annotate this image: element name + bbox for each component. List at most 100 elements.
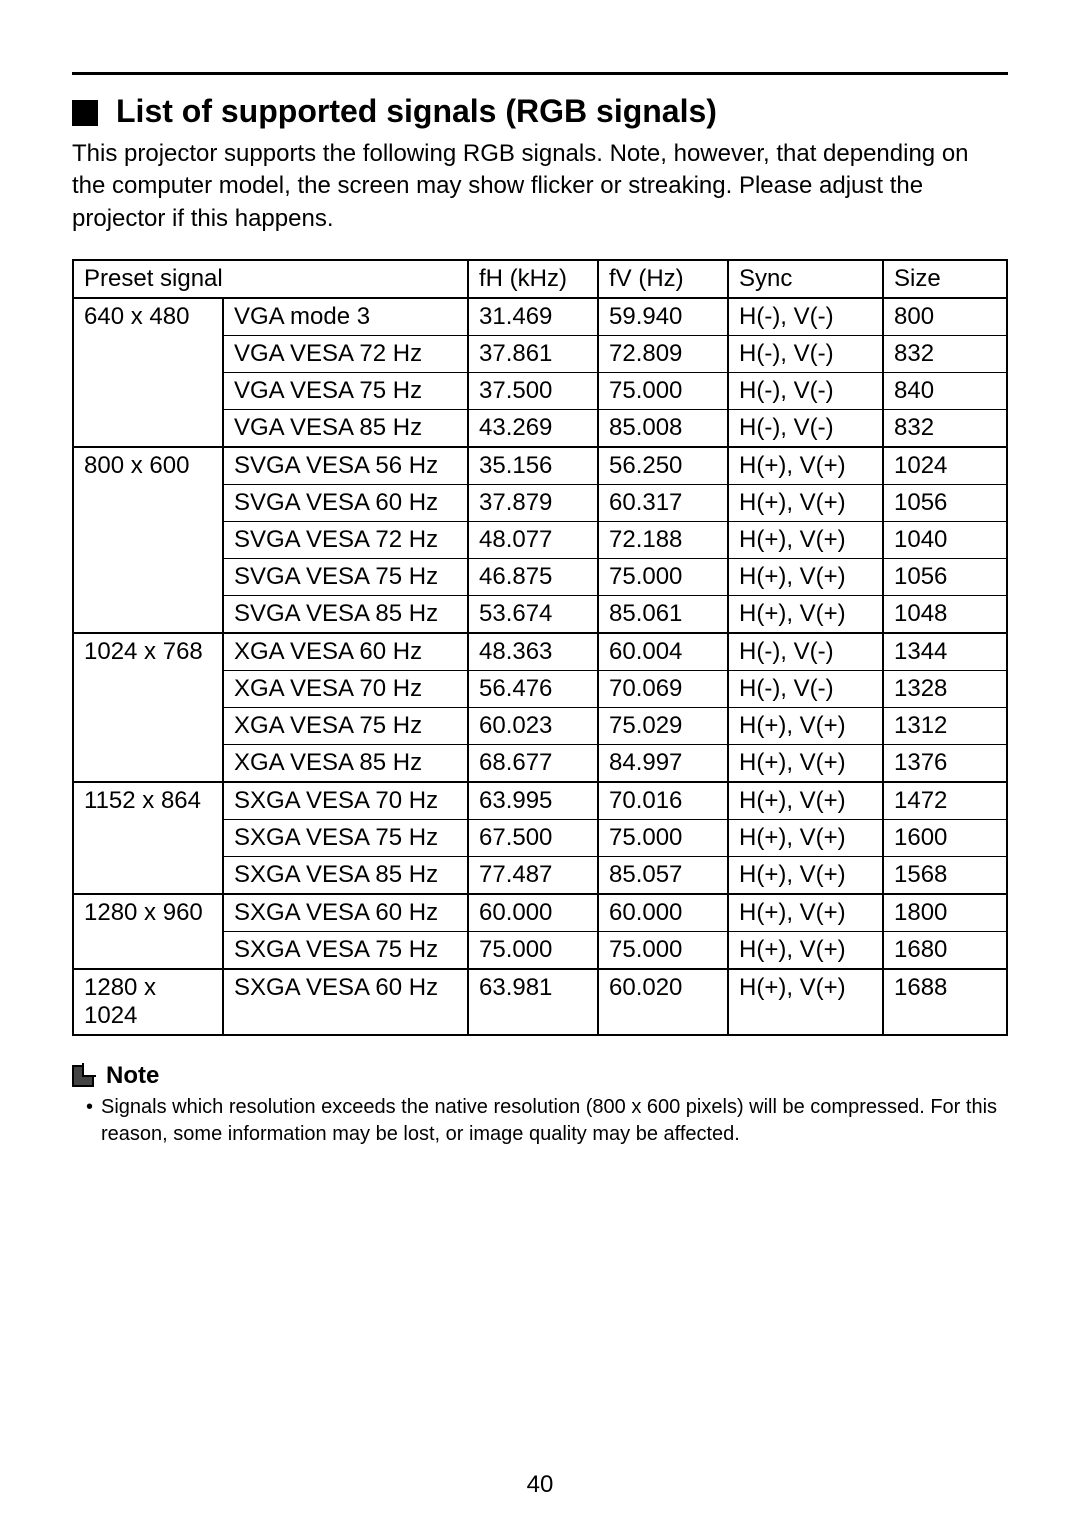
table-row: 800 x 600SVGA VESA 56 Hz35.15656.250H(+)… bbox=[73, 447, 1007, 485]
heading-text: List of supported signals (RGB signals) bbox=[116, 93, 717, 130]
sync-cell: H(-), V(-) bbox=[728, 410, 883, 448]
fv-cell: 60.000 bbox=[598, 894, 728, 932]
section-heading: List of supported signals (RGB signals) bbox=[72, 93, 1008, 130]
sync-cell: H(+), V(+) bbox=[728, 447, 883, 485]
fh-cell: 46.875 bbox=[468, 559, 598, 596]
size-cell: 1328 bbox=[883, 671, 1007, 708]
col-fv: fV (Hz) bbox=[598, 260, 728, 298]
note-heading: Note bbox=[72, 1062, 1008, 1090]
resolution-cell: 800 x 600 bbox=[73, 447, 223, 633]
mode-cell: SXGA VESA 60 Hz bbox=[223, 969, 468, 1035]
fh-cell: 63.981 bbox=[468, 969, 598, 1035]
col-preset: Preset signal bbox=[73, 260, 468, 298]
mode-cell: SVGA VESA 85 Hz bbox=[223, 596, 468, 634]
size-cell: 1056 bbox=[883, 559, 1007, 596]
resolution-cell: 1024 x 768 bbox=[73, 633, 223, 782]
mode-cell: SXGA VESA 75 Hz bbox=[223, 932, 468, 970]
fv-cell: 56.250 bbox=[598, 447, 728, 485]
fh-cell: 63.995 bbox=[468, 782, 598, 820]
size-cell: 1040 bbox=[883, 522, 1007, 559]
sync-cell: H(+), V(+) bbox=[728, 559, 883, 596]
table-body: 640 x 480VGA mode 331.46959.940H(-), V(-… bbox=[73, 298, 1007, 1035]
fv-cell: 85.057 bbox=[598, 857, 728, 895]
fh-cell: 60.023 bbox=[468, 708, 598, 745]
fh-cell: 77.487 bbox=[468, 857, 598, 895]
size-cell: 1472 bbox=[883, 782, 1007, 820]
sync-cell: H(+), V(+) bbox=[728, 969, 883, 1035]
size-cell: 1376 bbox=[883, 745, 1007, 783]
size-cell: 1024 bbox=[883, 447, 1007, 485]
fv-cell: 75.029 bbox=[598, 708, 728, 745]
fh-cell: 48.077 bbox=[468, 522, 598, 559]
table-header-row: Preset signal fH (kHz) fV (Hz) Sync Size bbox=[73, 260, 1007, 298]
square-bullet-icon bbox=[72, 100, 98, 126]
sync-cell: H(-), V(-) bbox=[728, 298, 883, 336]
size-cell: 1048 bbox=[883, 596, 1007, 634]
fh-cell: 37.879 bbox=[468, 485, 598, 522]
fh-cell: 35.156 bbox=[468, 447, 598, 485]
fv-cell: 70.069 bbox=[598, 671, 728, 708]
mode-cell: VGA VESA 75 Hz bbox=[223, 373, 468, 410]
sync-cell: H(+), V(+) bbox=[728, 820, 883, 857]
mode-cell: SVGA VESA 60 Hz bbox=[223, 485, 468, 522]
size-cell: 832 bbox=[883, 336, 1007, 373]
size-cell: 1600 bbox=[883, 820, 1007, 857]
sync-cell: H(-), V(-) bbox=[728, 633, 883, 671]
fh-cell: 31.469 bbox=[468, 298, 598, 336]
fh-cell: 67.500 bbox=[468, 820, 598, 857]
sync-cell: H(+), V(+) bbox=[728, 596, 883, 634]
fv-cell: 72.809 bbox=[598, 336, 728, 373]
mode-cell: XGA VESA 60 Hz bbox=[223, 633, 468, 671]
size-cell: 1800 bbox=[883, 894, 1007, 932]
mode-cell: XGA VESA 85 Hz bbox=[223, 745, 468, 783]
signals-table: Preset signal fH (kHz) fV (Hz) Sync Size… bbox=[72, 259, 1008, 1036]
resolution-cell: 1280 x 1024 bbox=[73, 969, 223, 1035]
note-label: Note bbox=[106, 1062, 159, 1090]
mode-cell: SXGA VESA 85 Hz bbox=[223, 857, 468, 895]
fh-cell: 75.000 bbox=[468, 932, 598, 970]
size-cell: 1056 bbox=[883, 485, 1007, 522]
fv-cell: 75.000 bbox=[598, 932, 728, 970]
fh-cell: 37.500 bbox=[468, 373, 598, 410]
note-bullet: • bbox=[86, 1094, 93, 1148]
fv-cell: 70.016 bbox=[598, 782, 728, 820]
sync-cell: H(-), V(-) bbox=[728, 336, 883, 373]
fh-cell: 56.476 bbox=[468, 671, 598, 708]
mode-cell: XGA VESA 70 Hz bbox=[223, 671, 468, 708]
resolution-cell: 640 x 480 bbox=[73, 298, 223, 447]
size-cell: 1344 bbox=[883, 633, 1007, 671]
fh-cell: 37.861 bbox=[468, 336, 598, 373]
fv-cell: 60.020 bbox=[598, 969, 728, 1035]
resolution-cell: 1280 x 960 bbox=[73, 894, 223, 969]
sync-cell: H(+), V(+) bbox=[728, 745, 883, 783]
fv-cell: 59.940 bbox=[598, 298, 728, 336]
sync-cell: H(+), V(+) bbox=[728, 857, 883, 895]
page-number: 40 bbox=[0, 1471, 1080, 1499]
fv-cell: 85.061 bbox=[598, 596, 728, 634]
sync-cell: H(+), V(+) bbox=[728, 894, 883, 932]
size-cell: 1568 bbox=[883, 857, 1007, 895]
fv-cell: 75.000 bbox=[598, 559, 728, 596]
mode-cell: SXGA VESA 75 Hz bbox=[223, 820, 468, 857]
sync-cell: H(-), V(-) bbox=[728, 373, 883, 410]
table-row: 1024 x 768XGA VESA 60 Hz48.36360.004H(-)… bbox=[73, 633, 1007, 671]
size-cell: 1680 bbox=[883, 932, 1007, 970]
sync-cell: H(+), V(+) bbox=[728, 932, 883, 970]
mode-cell: XGA VESA 75 Hz bbox=[223, 708, 468, 745]
fv-cell: 60.317 bbox=[598, 485, 728, 522]
fh-cell: 68.677 bbox=[468, 745, 598, 783]
fv-cell: 72.188 bbox=[598, 522, 728, 559]
fv-cell: 84.997 bbox=[598, 745, 728, 783]
fh-cell: 60.000 bbox=[468, 894, 598, 932]
size-cell: 832 bbox=[883, 410, 1007, 448]
table-row: 1152 x 864SXGA VESA 70 Hz63.99570.016H(+… bbox=[73, 782, 1007, 820]
size-cell: 800 bbox=[883, 298, 1007, 336]
table-row: 1280 x 960SXGA VESA 60 Hz60.00060.000H(+… bbox=[73, 894, 1007, 932]
mode-cell: SVGA VESA 75 Hz bbox=[223, 559, 468, 596]
sync-cell: H(+), V(+) bbox=[728, 522, 883, 559]
col-fh: fH (kHz) bbox=[468, 260, 598, 298]
fh-cell: 48.363 bbox=[468, 633, 598, 671]
note-icon bbox=[72, 1065, 94, 1087]
table-row: 640 x 480VGA mode 331.46959.940H(-), V(-… bbox=[73, 298, 1007, 336]
fv-cell: 60.004 bbox=[598, 633, 728, 671]
